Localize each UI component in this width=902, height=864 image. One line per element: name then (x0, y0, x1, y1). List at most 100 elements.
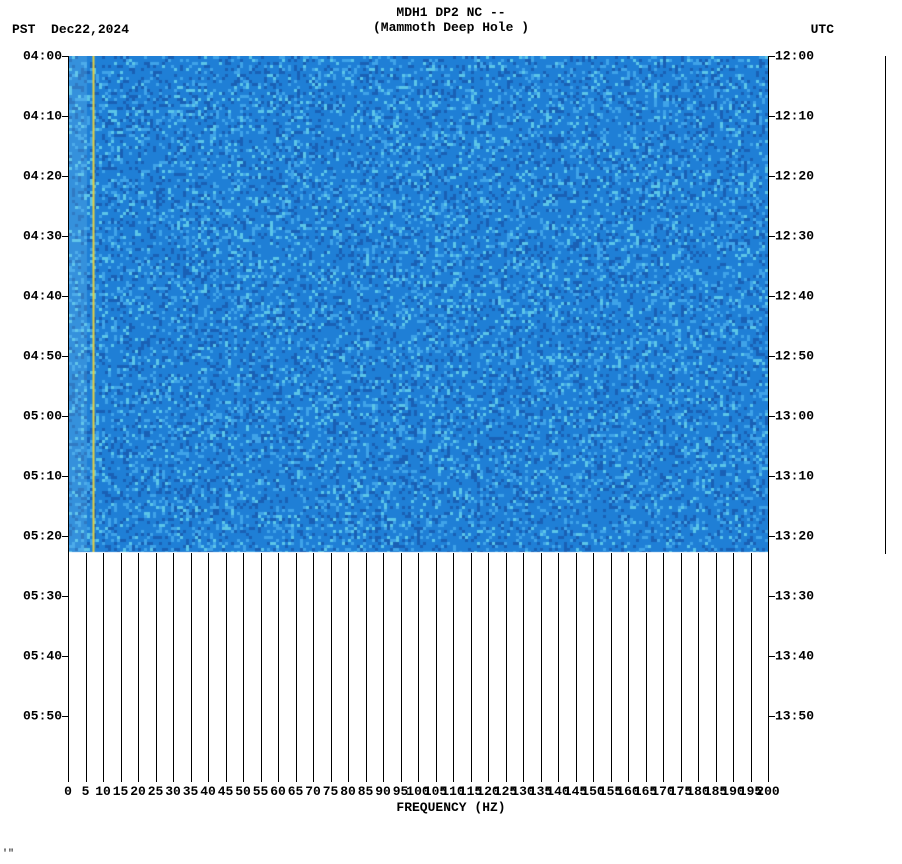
y-right-tick (769, 116, 775, 117)
x-tick (663, 776, 664, 782)
y-left-tick (62, 476, 68, 477)
grid-line-vertical (313, 553, 314, 776)
grid-line-vertical (348, 553, 349, 776)
grid-line-vertical (593, 553, 594, 776)
title-line-1: MDH1 DP2 NC -- (0, 5, 902, 20)
corner-mark: '" (2, 849, 14, 860)
grid-line-vertical (681, 553, 682, 776)
grid-line-vertical (733, 553, 734, 776)
x-tick (261, 776, 262, 782)
grid-line-vertical (768, 553, 769, 776)
y-left-tick-label: 04:20 (0, 169, 62, 184)
x-tick (523, 776, 524, 782)
y-left-tick-label: 05:00 (0, 409, 62, 424)
x-tick-label: 45 (218, 784, 234, 799)
y-left-tick-label: 04:10 (0, 109, 62, 124)
grid-line-vertical (751, 553, 752, 776)
grid-line-vertical (453, 553, 454, 776)
grid-line-vertical (121, 553, 122, 776)
y-right-tick (769, 56, 775, 57)
x-tick (646, 776, 647, 782)
x-tick-label: 65 (288, 784, 304, 799)
x-tick (383, 776, 384, 782)
y-right-tick-label: 12:30 (775, 229, 814, 244)
y-right-tick-label: 13:40 (775, 649, 814, 664)
y-left-tick-label: 05:20 (0, 529, 62, 544)
grid-line-vertical (261, 553, 262, 776)
grid-line-vertical (208, 553, 209, 776)
y-left-tick (62, 116, 68, 117)
tz-left-label: PST (12, 22, 35, 37)
x-tick (191, 776, 192, 782)
x-tick (278, 776, 279, 782)
y-left-tick (62, 536, 68, 537)
y-left-tick-label: 04:00 (0, 49, 62, 64)
y-left-tick (62, 416, 68, 417)
x-tick (366, 776, 367, 782)
y-right-tick-label: 13:00 (775, 409, 814, 424)
x-tick (716, 776, 717, 782)
grid-line-vertical (191, 553, 192, 776)
grid-line-vertical (628, 553, 629, 776)
y-right-tick (769, 296, 775, 297)
x-tick-label: 50 (235, 784, 251, 799)
grid-line-vertical (366, 553, 367, 776)
x-tick (558, 776, 559, 782)
grid-line-vertical (698, 553, 699, 776)
x-tick-label: 90 (375, 784, 391, 799)
title-line-2: (Mammoth Deep Hole ) (0, 20, 902, 35)
x-tick (243, 776, 244, 782)
y-left-tick-label: 05:40 (0, 649, 62, 664)
y-left-tick-label: 05:10 (0, 469, 62, 484)
x-tick (121, 776, 122, 782)
x-tick (733, 776, 734, 782)
x-tick (173, 776, 174, 782)
grid-line-vertical (576, 553, 577, 776)
grid-line-vertical (418, 553, 419, 776)
x-tick-label: 30 (165, 784, 181, 799)
x-tick (611, 776, 612, 782)
x-tick-label: 15 (113, 784, 129, 799)
y-right-tick-label: 12:50 (775, 349, 814, 364)
grid-line-vertical (68, 553, 69, 776)
chart-header: MDH1 DP2 NC -- (Mammoth Deep Hole ) (0, 5, 902, 35)
x-tick (348, 776, 349, 782)
y-right-tick-label: 13:20 (775, 529, 814, 544)
grid-line-vertical (103, 553, 104, 776)
grid-line-vertical (646, 553, 647, 776)
x-tick-label: 20 (130, 784, 146, 799)
grid-line-vertical (436, 553, 437, 776)
y-right-tick (769, 536, 775, 537)
x-tick (488, 776, 489, 782)
x-tick (68, 776, 69, 782)
far-right-marker-line (885, 56, 886, 554)
x-tick-label: 60 (270, 784, 286, 799)
y-right-tick-label: 12:00 (775, 49, 814, 64)
y-right-tick (769, 716, 775, 717)
grid-line-vertical (471, 553, 472, 776)
grid-line-vertical (383, 553, 384, 776)
x-tick (506, 776, 507, 782)
x-tick (418, 776, 419, 782)
x-tick (331, 776, 332, 782)
grid-line-vertical (243, 553, 244, 776)
y-right-tick (769, 416, 775, 417)
x-tick (208, 776, 209, 782)
y-left-tick (62, 356, 68, 357)
y-left-tick-label: 05:30 (0, 589, 62, 604)
x-tick (138, 776, 139, 782)
x-tick-label: 0 (64, 784, 72, 799)
y-left-tick (62, 296, 68, 297)
grid-line-vertical (506, 553, 507, 776)
x-tick (86, 776, 87, 782)
y-right-tick (769, 476, 775, 477)
x-tick-label: 75 (323, 784, 339, 799)
x-tick-label: 10 (95, 784, 111, 799)
grid-line-vertical (523, 553, 524, 776)
timezone-right-header: UTC (811, 22, 834, 37)
y-right-tick-label: 12:40 (775, 289, 814, 304)
x-tick (103, 776, 104, 782)
y-right-tick-label: 13:30 (775, 589, 814, 604)
x-tick-label: 35 (183, 784, 199, 799)
x-tick-label: 55 (253, 784, 269, 799)
